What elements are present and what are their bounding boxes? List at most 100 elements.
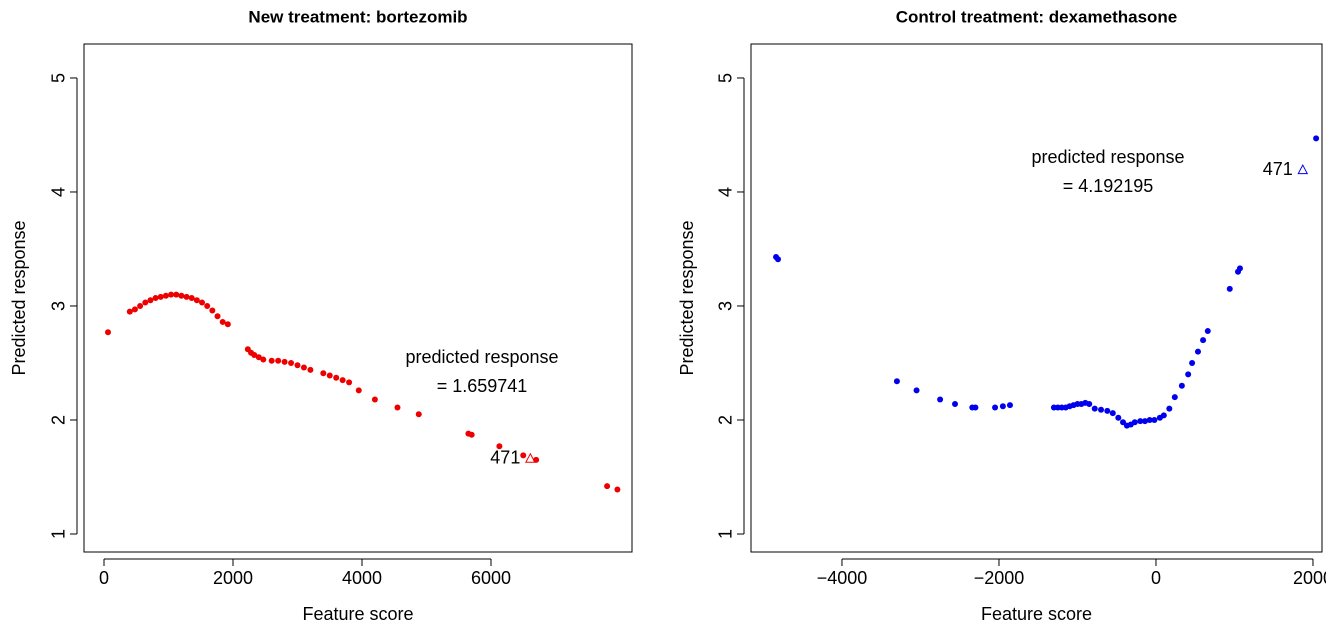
- point: [614, 486, 621, 493]
- point: [199, 299, 206, 306]
- point: [320, 370, 327, 377]
- point: [496, 443, 503, 450]
- point: [1115, 414, 1122, 421]
- highlight-label: 471: [490, 448, 520, 468]
- chart-title: New treatment: bortezomib: [248, 7, 467, 26]
- annotation: = 4.192195: [1063, 176, 1154, 196]
- x-tick-label: −4000: [817, 568, 868, 588]
- point: [1160, 412, 1167, 419]
- point: [355, 387, 362, 394]
- y-tick-label: 5: [716, 73, 736, 83]
- point: [333, 374, 340, 381]
- point: [1313, 135, 1320, 142]
- x-tick-label: 6000: [471, 568, 511, 588]
- point: [209, 307, 216, 314]
- point: [1141, 418, 1148, 425]
- point: [178, 292, 185, 299]
- point: [972, 404, 979, 411]
- x-tick-label: 2000: [1293, 568, 1326, 588]
- y-tick-label: 3: [716, 301, 736, 311]
- point: [1098, 406, 1105, 413]
- point: [142, 299, 149, 306]
- point: [188, 295, 195, 301]
- point: [300, 364, 307, 371]
- point: [137, 302, 144, 309]
- y-tick-label: 4: [49, 187, 69, 197]
- point: [326, 372, 333, 379]
- point: [1086, 401, 1093, 408]
- highlight-point: [1297, 163, 1309, 175]
- point: [913, 387, 920, 394]
- highlight-label: 471: [1263, 159, 1293, 179]
- point: [1137, 418, 1144, 425]
- x-axis-title: Feature score: [302, 604, 413, 624]
- x-tick-label: 0: [1151, 568, 1161, 588]
- y-tick-label: 2: [49, 415, 69, 425]
- point: [255, 354, 262, 361]
- point: [268, 357, 275, 364]
- point: [999, 403, 1006, 410]
- point: [371, 396, 378, 403]
- point: [152, 295, 159, 301]
- point: [168, 291, 175, 298]
- x-tick-label: 4000: [342, 568, 382, 588]
- y-tick-label: 2: [716, 415, 736, 425]
- point: [131, 306, 138, 313]
- point: [104, 329, 111, 336]
- point: [193, 297, 200, 304]
- point: [1131, 419, 1138, 426]
- point: [1109, 410, 1116, 417]
- annotation: = 1.659741: [437, 376, 528, 396]
- point: [1226, 285, 1233, 292]
- point: [183, 293, 190, 300]
- y-axis-title: Predicted response: [677, 220, 697, 375]
- point: [1166, 405, 1173, 412]
- point: [339, 377, 346, 384]
- point: [1194, 348, 1201, 355]
- y-tick-label: 4: [716, 187, 736, 197]
- point: [1091, 405, 1098, 412]
- point: [288, 359, 295, 366]
- point: [415, 411, 422, 418]
- point: [294, 362, 301, 369]
- y-tick-label: 5: [49, 73, 69, 83]
- y-tick-label: 3: [49, 301, 69, 311]
- point: [204, 302, 211, 309]
- point: [1171, 394, 1178, 401]
- point: [219, 318, 226, 325]
- point: [1146, 416, 1153, 423]
- point: [275, 357, 282, 364]
- x-tick-label: −2000: [974, 568, 1025, 588]
- point: [346, 379, 353, 386]
- point: [214, 313, 221, 320]
- point: [1189, 359, 1196, 366]
- point: [394, 404, 401, 411]
- annotation: predicted response: [1031, 147, 1184, 167]
- point: [173, 291, 180, 298]
- point: [147, 297, 154, 304]
- annotation: predicted response: [405, 347, 558, 367]
- point: [1204, 328, 1211, 335]
- point: [604, 483, 611, 490]
- point: [224, 321, 231, 328]
- y-axis-title: Predicted response: [9, 220, 29, 375]
- point: [307, 366, 314, 373]
- y-tick-label: 1: [716, 529, 736, 539]
- point: [126, 308, 133, 315]
- plot-box: [83, 43, 633, 553]
- point: [520, 452, 527, 459]
- point: [1006, 402, 1013, 409]
- point: [1185, 371, 1192, 378]
- point: [1200, 337, 1207, 344]
- chart-title: Control treatment: dexamethasone: [896, 7, 1178, 26]
- point: [1120, 419, 1127, 426]
- point: [1236, 265, 1243, 272]
- point: [281, 358, 288, 365]
- point: [1178, 382, 1185, 389]
- point: [1104, 407, 1111, 414]
- point: [937, 396, 944, 403]
- x-tick-label: 0: [99, 568, 109, 588]
- point: [251, 352, 258, 359]
- y-tick-label: 1: [49, 529, 69, 539]
